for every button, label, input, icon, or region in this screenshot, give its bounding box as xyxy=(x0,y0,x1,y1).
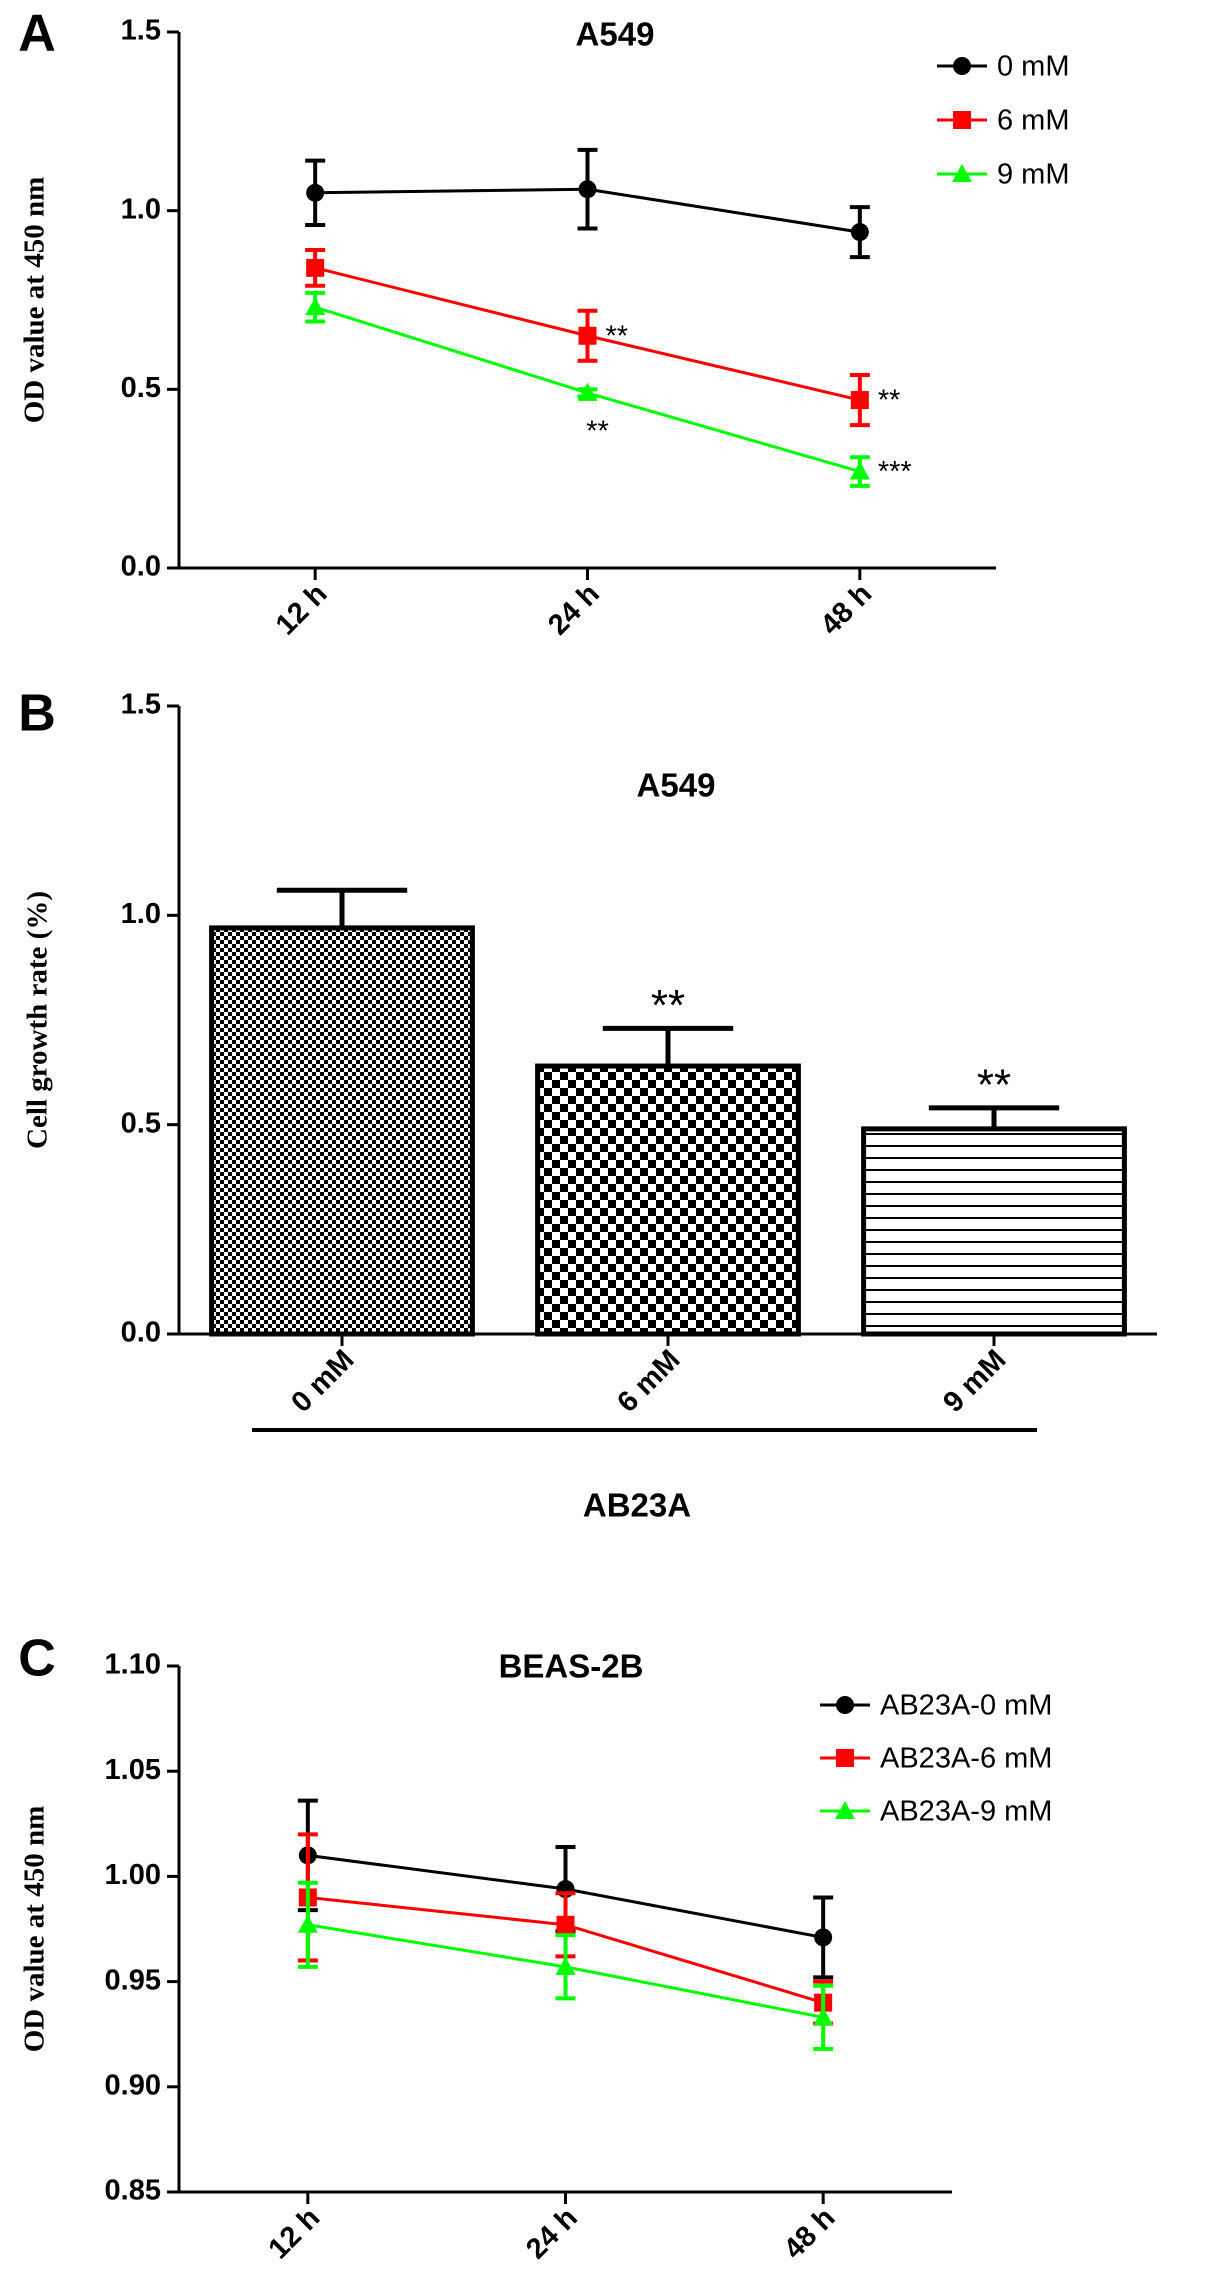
x-axis-label: AB23A xyxy=(583,1487,691,1524)
y-tick-label: 1.5 xyxy=(121,689,161,721)
marker xyxy=(814,1928,833,1947)
marker xyxy=(850,223,869,242)
legend-label: AB23A-9 mM xyxy=(880,1796,1052,1828)
error-bar xyxy=(928,1105,1060,1129)
x-tick-label: 9 mM xyxy=(937,1344,1012,1419)
y-tick-label: 1.10 xyxy=(105,1649,161,1681)
chart-title: A549 xyxy=(576,16,655,53)
marker xyxy=(306,258,325,277)
y-axis-label: Cell growth rate (%) xyxy=(22,891,54,1149)
marker xyxy=(577,382,598,401)
legend-label: 0 mM xyxy=(997,51,1070,83)
annotation: ** xyxy=(878,385,901,417)
panel-label: B xyxy=(18,685,56,743)
y-tick-label: 0.5 xyxy=(121,1107,161,1139)
marker xyxy=(952,164,972,182)
marker xyxy=(578,180,597,199)
x-tick-label: 12 h xyxy=(263,2202,327,2266)
bar xyxy=(861,1126,1127,1337)
panel-label: A xyxy=(18,5,56,63)
legend-label: AB23A-0 mM xyxy=(880,1690,1052,1722)
marker xyxy=(953,111,971,129)
y-axis-label: OD value at 450 nm xyxy=(19,1806,51,2053)
error-bar xyxy=(602,1025,734,1067)
x-tick-label: 24 h xyxy=(542,578,606,642)
marker xyxy=(578,326,597,345)
marker xyxy=(850,391,869,410)
y-tick-label: 0.85 xyxy=(105,2175,161,2207)
marker xyxy=(836,1696,854,1714)
y-tick-label: 1.05 xyxy=(105,1754,161,1786)
chart-title: BEAS-2B xyxy=(499,1648,644,1685)
bar xyxy=(209,925,475,1337)
panel-label: C xyxy=(18,1630,56,1688)
marker xyxy=(297,1914,318,1933)
legend-label: 9 mM xyxy=(997,159,1070,191)
x-tick-label: 0 mM xyxy=(285,1344,360,1419)
marker xyxy=(835,1801,855,1819)
x-tick-label: 12 h xyxy=(270,578,334,642)
marker xyxy=(836,1749,854,1767)
marker xyxy=(305,297,326,316)
annotation: *** xyxy=(878,456,912,488)
annotation: ** xyxy=(651,981,685,1030)
y-tick-label: 1.0 xyxy=(121,898,161,930)
marker xyxy=(953,57,971,75)
bar xyxy=(535,1063,801,1337)
marker xyxy=(555,1956,576,1975)
y-tick-label: 0.5 xyxy=(121,372,161,404)
y-tick-label: 0.95 xyxy=(105,1964,161,1996)
annotation: ** xyxy=(977,1061,1011,1110)
legend-label: 6 mM xyxy=(997,105,1070,137)
y-tick-label: 0.0 xyxy=(121,551,161,583)
marker xyxy=(849,461,870,480)
annotation: ** xyxy=(586,416,609,448)
x-tick-label: 24 h xyxy=(520,2202,584,2266)
marker xyxy=(556,1915,575,1934)
x-tick-label: 48 h xyxy=(815,578,879,642)
chart-title: A549 xyxy=(637,767,716,804)
marker xyxy=(813,2007,834,2026)
y-tick-label: 1.0 xyxy=(121,193,161,225)
legend-label: AB23A-6 mM xyxy=(880,1743,1052,1775)
error-bar xyxy=(276,887,408,928)
y-tick-label: 0.90 xyxy=(105,2069,161,2101)
y-tick-label: 0.0 xyxy=(121,1317,161,1349)
annotation: ** xyxy=(606,320,629,352)
y-tick-label: 1.00 xyxy=(105,1859,161,1891)
y-tick-label: 1.5 xyxy=(121,15,161,47)
marker xyxy=(306,183,325,202)
y-axis-label: OD value at 450 nm xyxy=(19,177,51,424)
x-tick-label: 6 mM xyxy=(611,1344,686,1419)
x-tick-label: 48 h xyxy=(778,2202,842,2266)
